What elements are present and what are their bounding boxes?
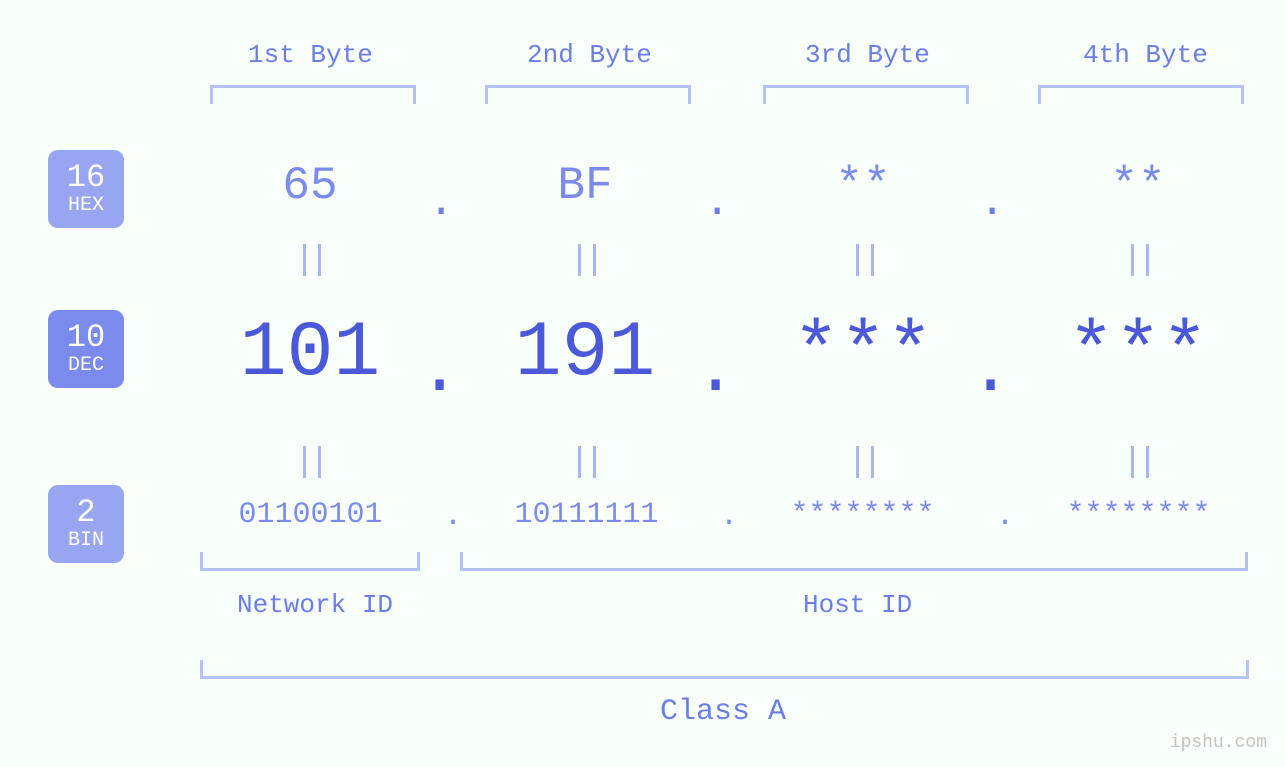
host-id-bracket [460, 552, 1248, 571]
byte-bracket-4 [1038, 85, 1244, 104]
equals-hex-dec-2 [578, 244, 596, 276]
hex-byte-3: ** [808, 160, 918, 212]
byte-bracket-1 [210, 85, 416, 104]
bin-dot-2: . [720, 500, 738, 534]
dec-byte-1: 101 [210, 310, 410, 398]
class-bracket [200, 660, 1249, 679]
base-badge-bin: 2 BIN [48, 485, 124, 563]
bin-byte-4: ******** [1016, 498, 1261, 532]
network-id-label: Network ID [237, 590, 393, 620]
equals-dec-bin-4 [1131, 446, 1149, 478]
base-badge-dec-num: 10 [67, 322, 105, 354]
hex-dot-3: . [979, 178, 1005, 228]
class-label: Class A [660, 695, 786, 729]
base-badge-hex-num: 16 [67, 162, 105, 194]
byte-bracket-2 [485, 85, 691, 104]
bin-byte-1: 01100101 [188, 498, 433, 532]
base-badge-hex: 16 HEX [48, 150, 124, 228]
network-id-bracket [200, 552, 420, 571]
equals-hex-dec-1 [303, 244, 321, 276]
equals-dec-bin-1 [303, 446, 321, 478]
host-id-label: Host ID [803, 590, 912, 620]
dec-dot-3: . [969, 330, 1012, 412]
byte-header-3: 3rd Byte [805, 40, 930, 70]
byte-header-4: 4th Byte [1083, 40, 1208, 70]
bin-byte-3: ******** [740, 498, 985, 532]
dec-dot-1: . [418, 330, 461, 412]
bin-dot-1: . [444, 500, 462, 534]
base-badge-bin-num: 2 [76, 497, 95, 529]
byte-header-1: 1st Byte [248, 40, 373, 70]
watermark: ipshu.com [1170, 733, 1267, 753]
base-badge-bin-abbr: BIN [68, 531, 104, 551]
byte-bracket-3 [763, 85, 969, 104]
bin-dot-3: . [996, 500, 1014, 534]
base-badge-dec: 10 DEC [48, 310, 124, 388]
dec-byte-4: *** [1038, 310, 1238, 398]
equals-dec-bin-3 [856, 446, 874, 478]
hex-dot-1: . [428, 178, 454, 228]
hex-byte-1: 65 [255, 160, 365, 212]
hex-dot-2: . [704, 178, 730, 228]
base-badge-dec-abbr: DEC [68, 356, 104, 376]
hex-byte-4: ** [1083, 160, 1193, 212]
dec-dot-2: . [694, 330, 737, 412]
equals-dec-bin-2 [578, 446, 596, 478]
byte-header-2: 2nd Byte [527, 40, 652, 70]
base-badge-hex-abbr: HEX [68, 196, 104, 216]
dec-byte-3: *** [763, 310, 963, 398]
bin-byte-2: 10111111 [464, 498, 709, 532]
equals-hex-dec-3 [856, 244, 874, 276]
equals-hex-dec-4 [1131, 244, 1149, 276]
dec-byte-2: 191 [485, 310, 685, 398]
hex-byte-2: BF [530, 160, 640, 212]
